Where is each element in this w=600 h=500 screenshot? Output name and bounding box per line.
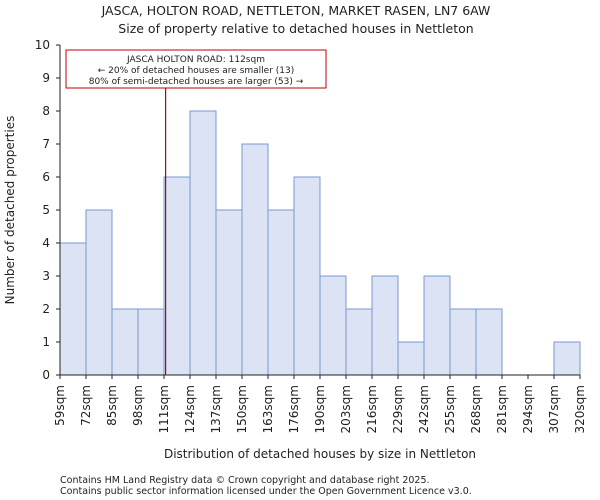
y-tick-label: 6	[42, 170, 50, 184]
x-tick-label: 242sqm	[417, 385, 431, 433]
x-tick-label: 281sqm	[495, 385, 509, 433]
x-axis: 59sqm 72sqm 85sqm 98sqm 111sqm 124sqm 137sqm 15…	[53, 374, 587, 433]
bar-163sqm	[267, 209, 295, 376]
annotation-box: JASCA HOLTON ROAD: 112sqm ← 20% of detac…	[65, 49, 327, 89]
bar-150sqm	[241, 143, 269, 376]
bar-190sqm	[319, 275, 347, 376]
bars-group	[59, 110, 581, 376]
bar-268sqm	[475, 308, 503, 376]
x-tick-label: 307sqm	[547, 385, 561, 433]
y-axis: 0 1 2 3 4 5 6 7 8 9 10	[35, 38, 61, 382]
y-tick-label: 8	[42, 104, 50, 118]
x-axis-label: Distribution of detached houses by size …	[164, 447, 476, 461]
x-tick-label: 294sqm	[521, 385, 535, 433]
x-tick-label: 203sqm	[339, 385, 353, 433]
x-tick-label: 229sqm	[391, 385, 405, 433]
chart-subtitle: Size of property relative to detached ho…	[118, 21, 473, 36]
y-tick-label: 7	[42, 137, 50, 151]
bar-216sqm	[371, 275, 399, 376]
y-tick-label: 10	[35, 38, 50, 52]
x-tick-label: 320sqm	[573, 385, 587, 433]
bar-124sqm	[189, 110, 217, 376]
y-axis-label: Number of detached properties	[3, 116, 17, 305]
x-tick-label: 150sqm	[235, 385, 249, 433]
x-tick-label: 176sqm	[287, 385, 301, 433]
bar-59sqm	[59, 242, 87, 376]
y-tick-label: 4	[42, 236, 50, 250]
x-tick-label: 59sqm	[53, 385, 67, 426]
bar-307sqm	[553, 341, 581, 376]
bar-229sqm	[397, 341, 425, 376]
y-tick-label: 9	[42, 71, 50, 85]
x-tick-label: 98sqm	[131, 385, 145, 426]
y-tick-label: 1	[42, 335, 50, 349]
chart-title: JASCA, HOLTON ROAD, NETTLETON, MARKET RA…	[101, 3, 491, 18]
bar-137sqm	[215, 209, 243, 376]
y-tick-label: 5	[42, 203, 50, 217]
bar-255sqm	[449, 308, 477, 376]
y-tick-label: 2	[42, 302, 50, 316]
footer-line-2: Contains public sector information licen…	[60, 486, 472, 497]
y-tick-label: 3	[42, 269, 50, 283]
annotation-line-1: JASCA HOLTON ROAD: 112sqm	[126, 55, 265, 65]
x-tick-label: 216sqm	[365, 385, 379, 433]
x-tick-label: 124sqm	[183, 385, 197, 433]
y-tick-label: 0	[42, 368, 50, 382]
x-tick-label: 85sqm	[105, 385, 119, 426]
x-tick-label: 72sqm	[79, 385, 93, 426]
bar-98sqm	[137, 308, 165, 376]
x-tick-label: 163sqm	[261, 385, 275, 433]
footer-line-1: Contains HM Land Registry data © Crown c…	[60, 475, 430, 486]
x-tick-label: 111sqm	[157, 385, 171, 433]
x-tick-label: 255sqm	[443, 385, 457, 433]
bar-203sqm	[345, 308, 373, 376]
bar-85sqm	[111, 308, 139, 376]
x-tick-label: 268sqm	[469, 385, 483, 433]
x-tick-label: 190sqm	[313, 385, 327, 433]
annotation-line-3: 80% of semi-detached houses are larger (…	[89, 77, 304, 87]
bar-176sqm	[293, 176, 321, 376]
bar-72sqm	[85, 209, 113, 376]
annotation-frame	[65, 49, 327, 89]
x-tick-label: 137sqm	[209, 385, 223, 433]
annotation-line-2: ← 20% of detached houses are smaller (13…	[98, 66, 295, 76]
bar-111sqm	[163, 176, 191, 376]
bar-242sqm	[423, 275, 451, 376]
